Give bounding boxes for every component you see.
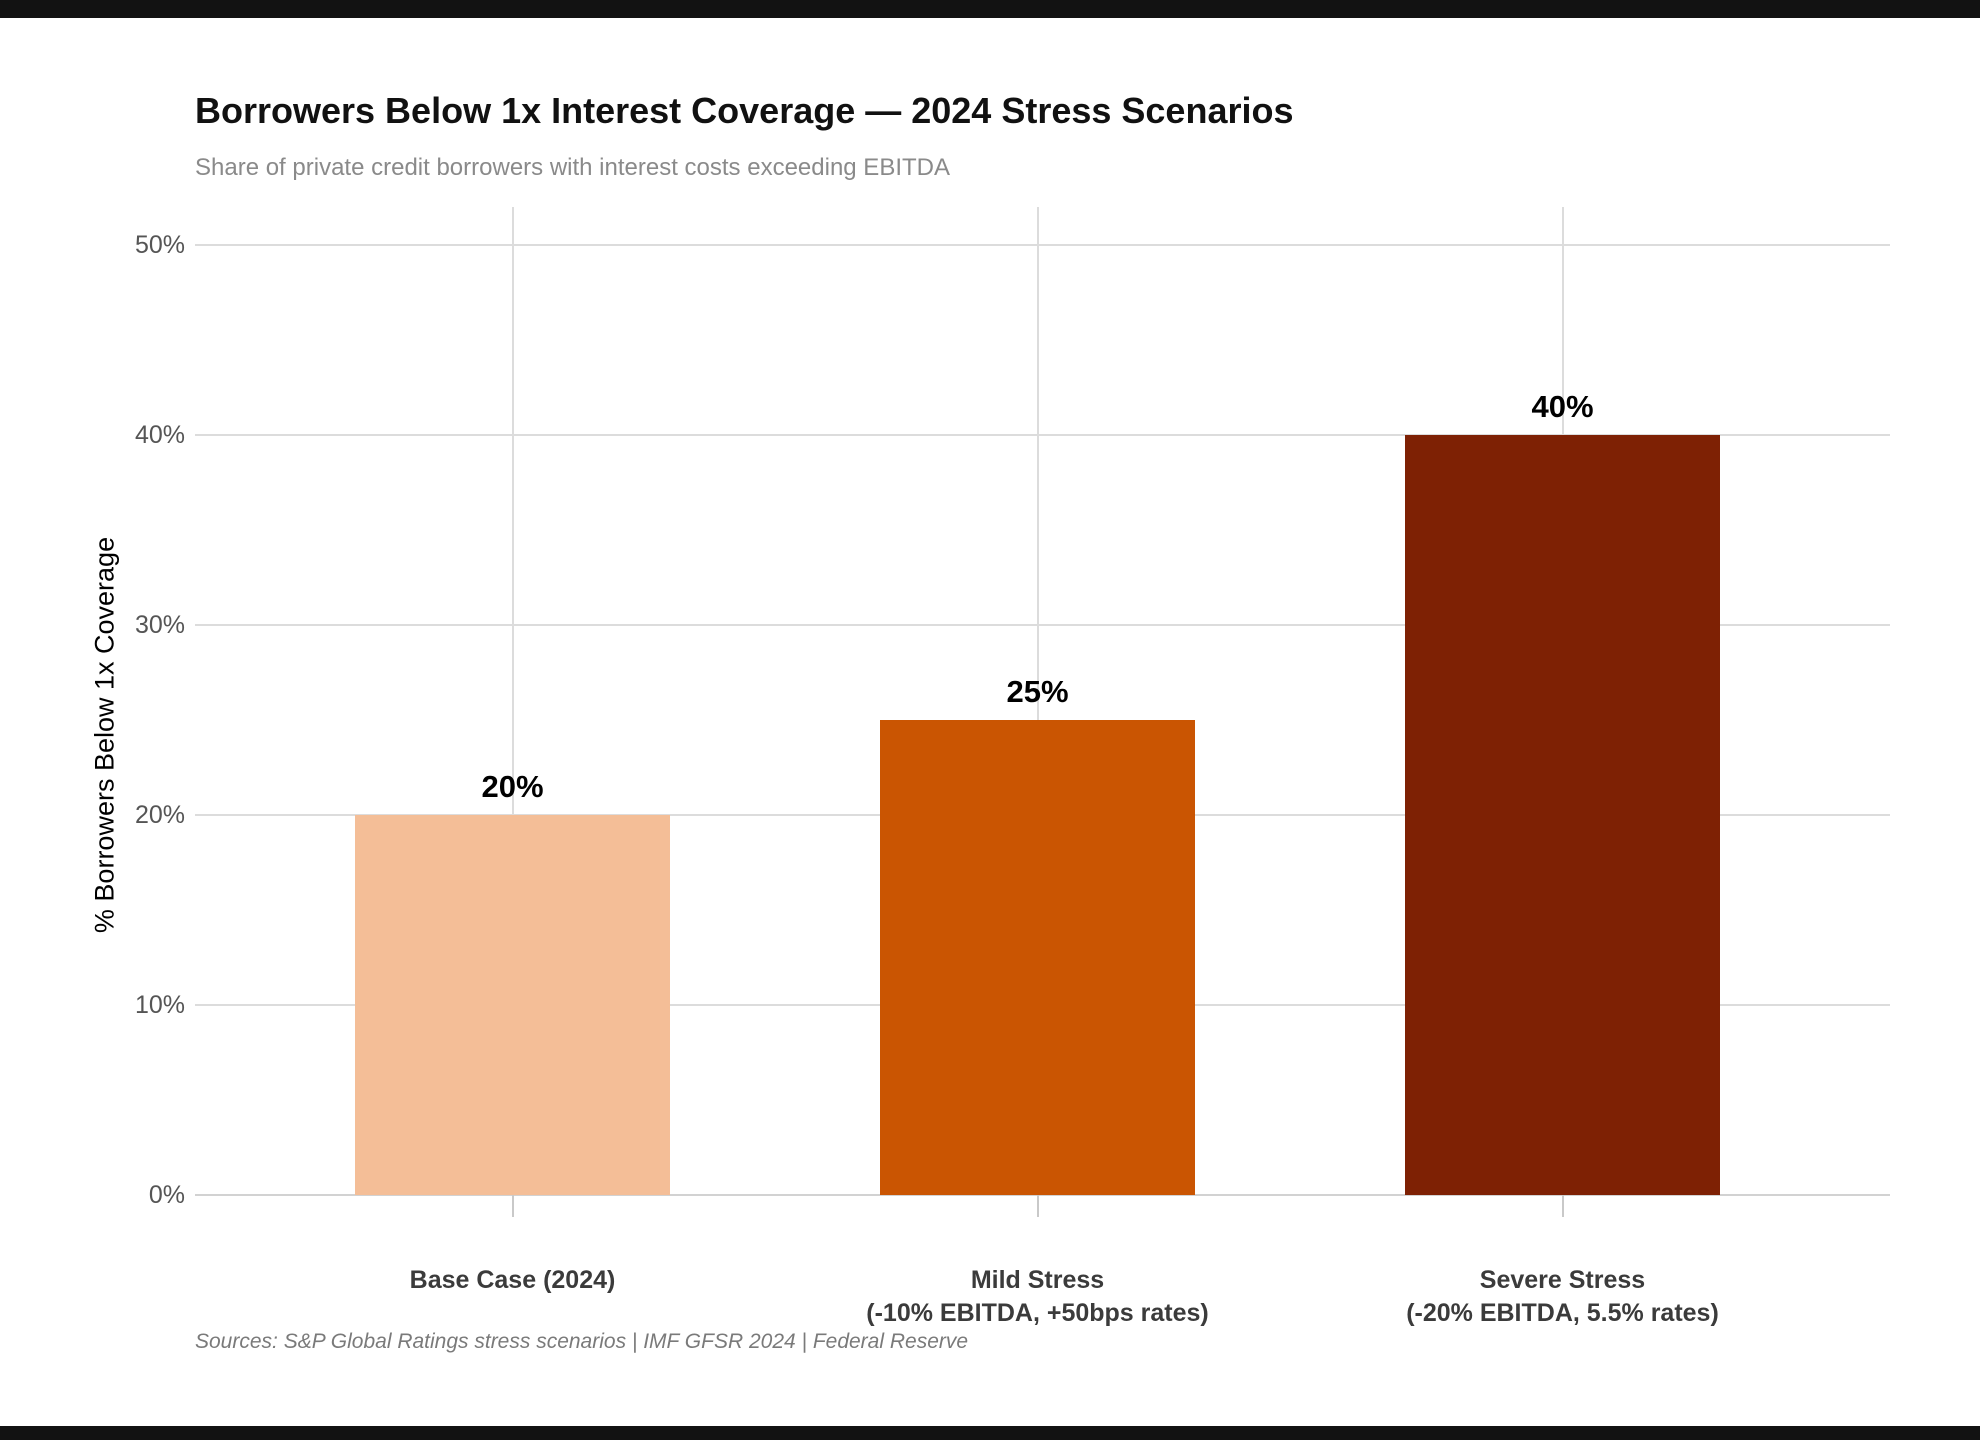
x-category-label-2: Severe Stress (-20% EBITDA, 5.5% rates) — [1406, 1266, 1719, 1327]
bar-value-label-0: 20% — [481, 769, 544, 804]
x-axis-tick-1 — [1036, 1195, 1039, 1217]
source-note: Sources: S&P Global Ratings stress scena… — [195, 1330, 969, 1353]
bar-1 — [880, 720, 1195, 1195]
gridline-h-40 — [195, 434, 1890, 436]
bar-2 — [1405, 435, 1720, 1195]
gridline-h-50 — [195, 244, 1890, 246]
y-tick-label-40: 40% — [134, 421, 185, 449]
y-axis-title: % Borrowers Below 1x Coverage — [89, 536, 120, 934]
x-axis-tick-2 — [1561, 1195, 1564, 1217]
chart-subtitle: Share of private credit borrowers with i… — [195, 154, 950, 181]
x-category-label-1: Mild Stress (-10% EBITDA, +50bps rates) — [866, 1266, 1209, 1327]
gridline-h-30 — [195, 624, 1890, 626]
chart-canvas: Borrowers Below 1x Interest Coverage — 2… — [0, 18, 1980, 1426]
y-tick-label-0: 0% — [148, 1181, 185, 1209]
y-tick-label-10: 10% — [134, 991, 185, 1019]
x-category-label-0: Base Case (2024) — [409, 1266, 616, 1294]
bar-value-label-2: 40% — [1531, 389, 1594, 424]
gridline-v-1 — [1036, 207, 1039, 1195]
y-tick-label-20: 20% — [134, 801, 185, 829]
chart-title: Borrowers Below 1x Interest Coverage — 2… — [195, 90, 1294, 131]
gridline-h-0 — [195, 1194, 1890, 1196]
gridline-v-0 — [511, 207, 514, 1195]
bar-value-label-1: 25% — [1006, 674, 1069, 709]
y-tick-label-30: 30% — [134, 611, 185, 639]
y-tick-label-50: 50% — [134, 231, 185, 259]
x-axis-tick-0 — [511, 1195, 514, 1217]
bar-0 — [355, 815, 670, 1195]
plot-area: 20% 25% 40% — [195, 207, 1890, 1217]
